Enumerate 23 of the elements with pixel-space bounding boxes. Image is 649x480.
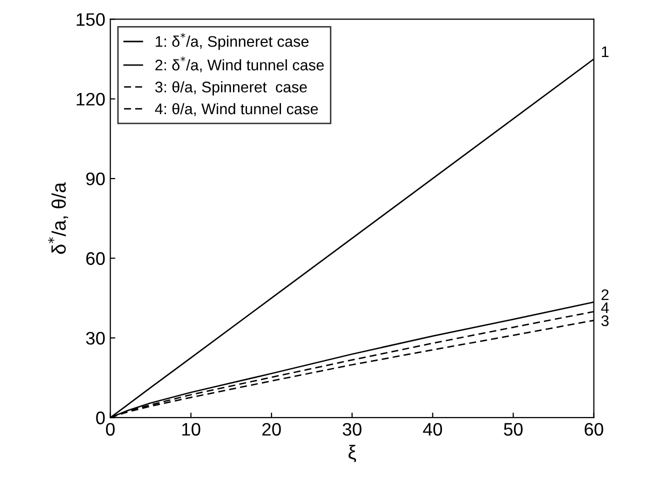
legend-label: 4: θ/a, Wind tunnel case <box>154 103 318 116</box>
x-tick-label: 40 <box>423 422 442 436</box>
legend-label: 1: δ$^{*}$/a, Spinneret case <box>156 32 309 50</box>
y-tick-label: 90 <box>86 172 105 186</box>
x-tick-label: 30 <box>342 422 362 436</box>
x-tick-label: 10 <box>182 422 200 436</box>
text: 3 <box>601 315 609 326</box>
y-tick-label: 60 <box>86 252 105 265</box>
x-axis-title: ξ <box>348 444 356 462</box>
x-tick-label: 0 <box>106 422 115 436</box>
text: 2 <box>602 289 609 300</box>
y-tick-label: 30 <box>86 332 105 345</box>
y-axis-title: δ$^{*}$/a, θ/a <box>48 182 68 254</box>
x-tick-label: 50 <box>504 422 523 436</box>
legend-label: 2: δ$^{*}$/a, Wind tunnel case <box>155 56 324 72</box>
y-tick-label: 150 <box>76 13 105 26</box>
text: 1 <box>602 46 609 57</box>
x-tick-label: 20 <box>262 422 281 436</box>
y-tick-label: 120 <box>76 92 105 106</box>
y-tick-label: 0 <box>96 412 105 424</box>
x-tick-label: 60 <box>584 422 604 436</box>
text: 4 <box>601 302 609 314</box>
legend-label: 3: θ/a, Spinneret case <box>155 81 307 96</box>
